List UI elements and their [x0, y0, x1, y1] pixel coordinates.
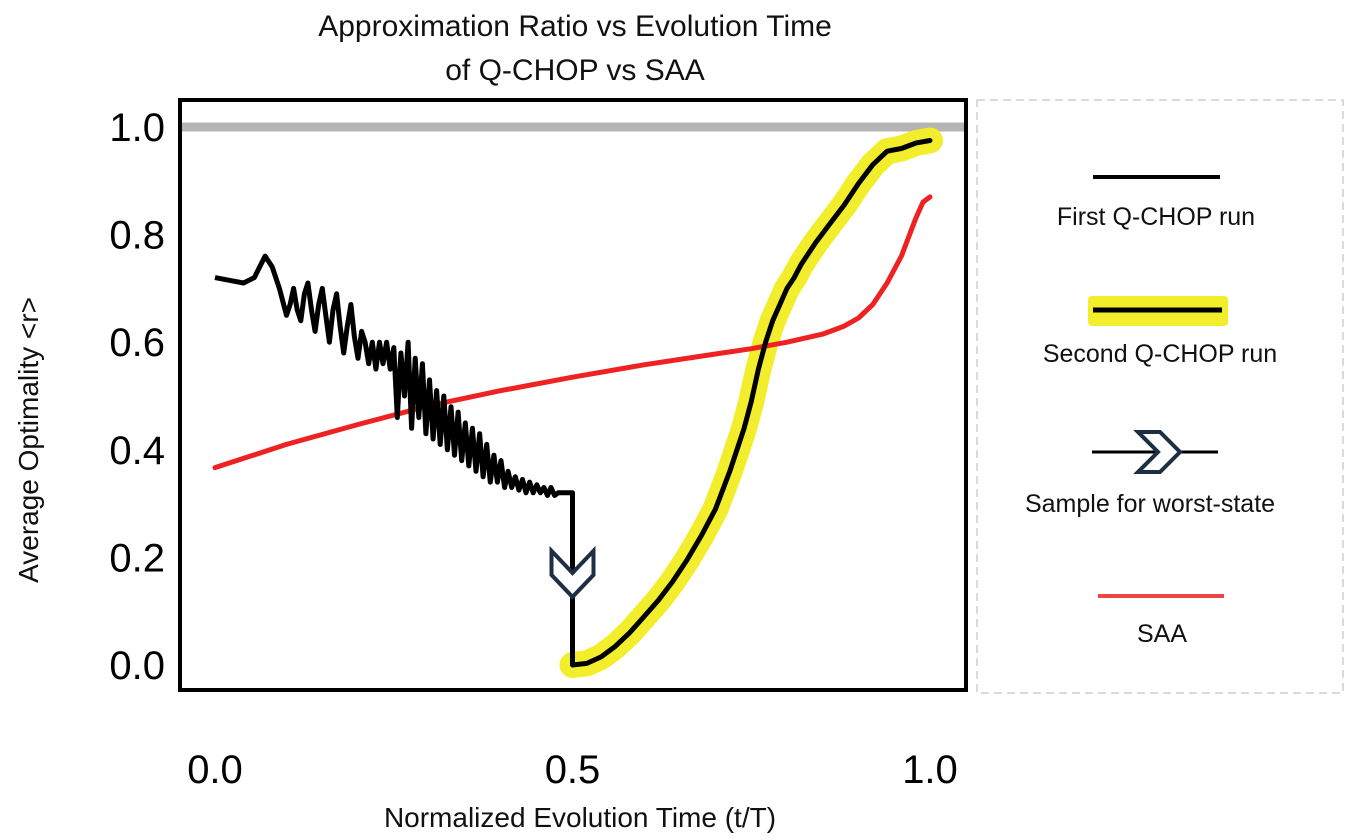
y-tick-label: 0.2 — [109, 536, 165, 580]
x-tick-label: 0.5 — [545, 748, 601, 792]
legend-entry-first-run: First Q-CHOP run — [1057, 175, 1255, 231]
x-tick-label: 1.0 — [902, 748, 958, 792]
chart-title-line-2: of Q-CHOP vs SAA — [445, 54, 705, 87]
series-line-second-run — [570, 138, 933, 668]
chart-title-line-1: Approximation Ratio vs Evolution Time — [318, 10, 832, 43]
y-axis-label: Average Optimality <r> — [13, 297, 44, 583]
x-axis-label: Normalized Evolution Time (t/T) — [384, 802, 776, 833]
legend-chevron-icon — [1133, 430, 1183, 474]
legend-label-saa: SAA — [1137, 620, 1187, 648]
y-tick-label: 0.0 — [109, 644, 165, 688]
legend-label-second-run: Second Q-CHOP run — [1043, 340, 1277, 368]
y-tick-label: 0.8 — [109, 214, 165, 258]
x-tick-label: 0.0 — [187, 748, 243, 792]
plot-frame — [178, 98, 968, 692]
x-tick-labels: 0.0 0.5 1.0 — [187, 748, 958, 792]
y-tick-label: 1.0 — [109, 106, 165, 150]
legend: First Q-CHOP run Second Q-CHOP run Sampl… — [976, 99, 1344, 694]
legend-entry-saa: SAA — [1098, 594, 1224, 648]
worst-state-chevron-marker — [549, 545, 596, 600]
series-layer — [212, 138, 933, 668]
legend-frame — [976, 99, 1344, 694]
legend-entry-second-run: Second Q-CHOP run — [1043, 296, 1277, 368]
legend-label-worst-state: Sample for worst-state — [1025, 490, 1275, 518]
y-tick-labels: 0.0 0.2 0.4 0.6 0.8 1.0 — [109, 106, 165, 688]
y-tick-label: 0.4 — [109, 429, 165, 473]
y-tick-label: 0.6 — [109, 321, 165, 365]
legend-label-first-run: First Q-CHOP run — [1057, 203, 1255, 231]
legend-entry-worst-state: Sample for worst-state — [1025, 430, 1275, 518]
sample-worst-state-icon — [549, 545, 596, 600]
series-line-first-run — [214, 253, 575, 665]
